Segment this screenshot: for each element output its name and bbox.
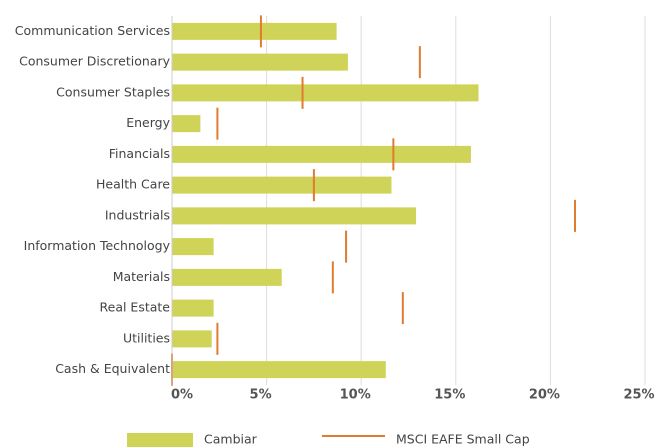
y-tick-label: Health Care [96,177,170,192]
y-tick-label: Communication Services [15,23,170,38]
bar [172,299,214,317]
bar [172,361,386,379]
y-tick-label: Energy [126,115,170,130]
bar [172,238,214,256]
bar [172,268,282,286]
bar [172,115,201,133]
x-tick-label: 20% [529,388,560,403]
legend-label: Cambiar [204,432,258,447]
bar [172,207,417,225]
y-tick-label: Financials [109,146,170,161]
x-tick-label: 5% [250,388,272,403]
bar [172,176,392,194]
x-tick-label: 15% [434,388,465,403]
bar [172,22,337,40]
bar [172,84,479,102]
bar [172,53,348,71]
legend-label: MSCI EAFE Small Cap [396,432,530,447]
x-tick-label: 25% [623,388,654,403]
y-tick-label: Utilities [123,330,170,345]
y-tick-label: Consumer Discretionary [19,54,170,69]
y-tick-label: Industrials [105,207,170,222]
y-tick-label: Real Estate [100,300,171,315]
y-tick-label: Cash & Equivalent [55,361,170,376]
y-tick-label: Consumer Staples [56,84,170,99]
legend-swatch [127,433,193,447]
y-tick-label: Information Technology [24,238,171,253]
y-tick-label: Materials [113,269,170,284]
x-tick-label: 10% [340,388,371,403]
bar [172,330,212,348]
bar [172,145,471,163]
x-tick-label: 0% [171,388,193,403]
